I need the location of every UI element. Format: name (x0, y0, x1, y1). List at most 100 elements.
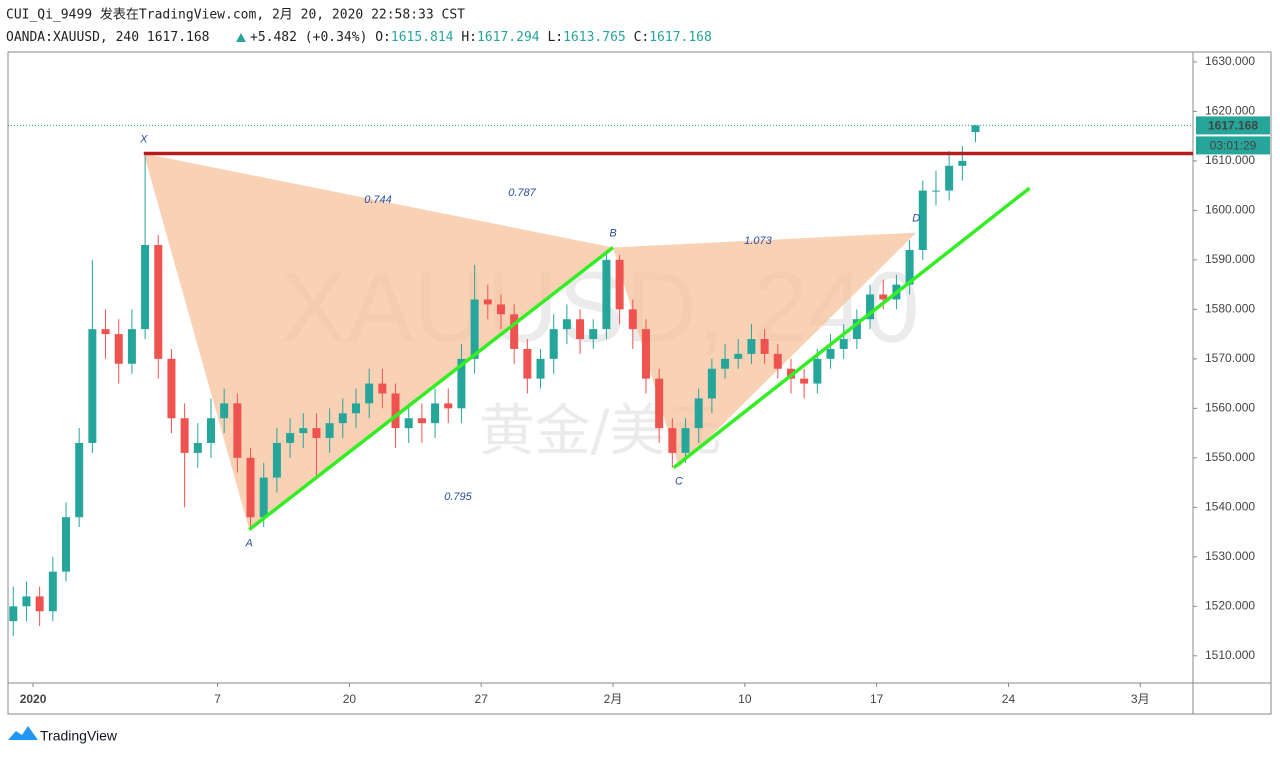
candle-body (48, 571, 57, 612)
candle-body (523, 348, 532, 379)
y-tick-label: 1620.000 (1205, 104, 1255, 118)
candle-body (338, 413, 347, 424)
candle-body (483, 299, 492, 305)
ohlc-value: 1617.294 (477, 30, 540, 45)
countdown-tag (1196, 136, 1270, 155)
candle-body (206, 418, 215, 443)
ohlc-label: C: (634, 30, 650, 45)
candle-body (668, 428, 677, 453)
candle-body (694, 398, 703, 429)
candle-body (378, 383, 387, 394)
publisher: CUI_Qi_9499 发表在TradingView.com, 2月 20, 2… (6, 7, 465, 23)
candle-body (866, 294, 875, 320)
candle-body (286, 433, 295, 443)
x-tick-label: 3月 (1131, 692, 1150, 706)
logo-icon (8, 726, 38, 740)
candle-body (431, 403, 440, 424)
ratio-label: 0.787 (508, 187, 536, 199)
candle-body (312, 428, 321, 439)
candle-body (299, 428, 308, 434)
trend-line (672, 186, 1031, 470)
change-info: +5.482 (+0.34%) O:1615.814 H:1617.294 L:… (250, 30, 712, 45)
y-tick-label: 1510.000 (1205, 648, 1255, 662)
candle-body (457, 358, 466, 409)
candle-body (707, 368, 716, 399)
y-tick-label: 1530.000 (1205, 549, 1255, 563)
candle-body (826, 348, 835, 359)
pattern-point-label: X (139, 133, 148, 145)
candle-body (61, 517, 70, 572)
ohlc-value: 1615.814 (391, 30, 454, 45)
plot: XAUUSD, 240黄金/美元XABCD0.7440.7870.7951.07… (8, 54, 1270, 706)
candle-body (404, 418, 413, 429)
x-tick-label: 17 (870, 692, 884, 706)
candle-body (879, 294, 888, 300)
candle-body (496, 304, 505, 315)
candle-body (747, 339, 756, 354)
x-tick-label: 2020 (20, 692, 47, 706)
pattern-point-label: B (609, 227, 616, 239)
candle-body (259, 477, 268, 518)
candle-body (655, 378, 664, 429)
y-tick-label: 1550.000 (1205, 450, 1255, 464)
candle-body (167, 358, 176, 419)
candle-body (325, 423, 334, 439)
candle-body (641, 329, 650, 379)
ratio-label: 0.795 (444, 491, 472, 503)
candle-body (193, 442, 202, 453)
candle-body (773, 353, 782, 369)
candle-body (114, 334, 123, 364)
candle-body (615, 259, 624, 310)
candle-body (9, 606, 18, 622)
candle-body (839, 339, 848, 349)
candle-body (945, 165, 954, 191)
ohlc-label: O: (375, 30, 391, 45)
x-tick-label: 24 (1002, 692, 1016, 706)
candle-body (800, 378, 809, 384)
candle-body (220, 403, 229, 419)
x-tick-label: 10 (738, 692, 752, 706)
pattern-point-label: A (245, 537, 253, 549)
candle-body (88, 329, 97, 443)
candle-body (101, 329, 110, 335)
pattern-point-label: D (912, 213, 920, 225)
candle-body (760, 339, 769, 354)
y-tick-label: 1630.000 (1205, 54, 1255, 68)
last-value: 1617.168 (147, 30, 210, 45)
x-tick-label: 20 (343, 692, 357, 706)
candle-body (536, 358, 545, 379)
candle-body (180, 418, 189, 453)
y-tick-label: 1590.000 (1205, 252, 1255, 266)
y-tick-label: 1580.000 (1205, 302, 1255, 316)
candle-body (141, 245, 150, 330)
symbol: OANDA:XAUUSD, 240 (6, 30, 139, 45)
candle-body (576, 319, 585, 340)
y-tick-label: 1600.000 (1205, 203, 1255, 217)
y-tick-label: 1570.000 (1205, 351, 1255, 365)
up-arrow (236, 33, 246, 42)
price-tag (1196, 116, 1270, 135)
candle-body (721, 358, 730, 369)
candle-body (562, 319, 571, 330)
x-tick-label: 27 (475, 692, 489, 706)
candle-body (444, 403, 453, 409)
x-tick-label: 7 (214, 692, 221, 706)
y-tick-label: 1560.000 (1205, 401, 1255, 415)
pattern-triangle (143, 153, 614, 530)
ohlc-label: H: (461, 30, 477, 45)
candle-body (510, 314, 519, 349)
candle-body (127, 329, 136, 364)
symbol-line: OANDA:XAUUSD, 240 1617.168 +5.482 (+0.34… (6, 30, 712, 45)
candle-body (365, 383, 374, 404)
candle-body (602, 259, 611, 330)
candle-body (351, 403, 360, 414)
candle-body (272, 442, 281, 478)
candle-body (931, 190, 940, 192)
candle-body (958, 160, 967, 166)
plot-area: XAUUSD, 240黄金/美元XABCD0.7440.7870.7951.07… (8, 124, 1193, 636)
ratio-label: 1.073 (744, 235, 772, 247)
symbol-info: OANDA:XAUUSD, 240 1617.168 (6, 30, 210, 45)
candle-body (470, 299, 479, 359)
